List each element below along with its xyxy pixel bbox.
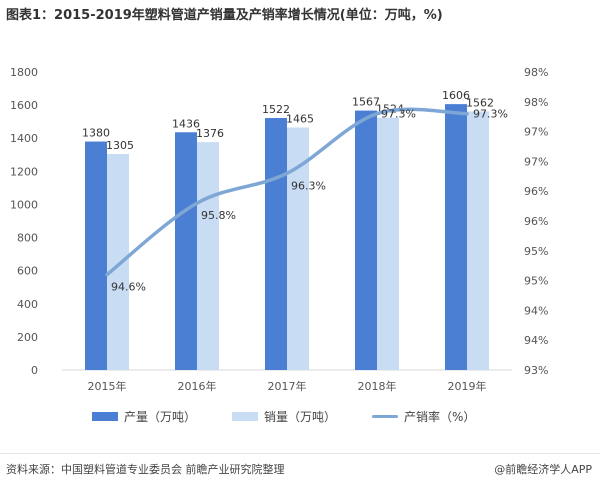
- y-left-tick-label: 800: [17, 232, 38, 245]
- bar-sales: [377, 117, 399, 371]
- x-tick-label: 2019年: [448, 379, 487, 393]
- x-tick-label: 2018年: [358, 379, 397, 393]
- y-right-tick-label: 93%: [524, 364, 548, 377]
- data-label-rate: 94.6%: [111, 281, 146, 294]
- y-left-tick-label: 1600: [10, 99, 38, 112]
- bar-production: [265, 118, 287, 370]
- y-left-tick-label: 1200: [10, 165, 38, 178]
- legend-item-rate: 产销率（%）: [372, 408, 475, 425]
- x-tick-label: 2016年: [178, 379, 217, 393]
- y-left-tick-label: 1400: [10, 132, 38, 145]
- data-label-production: 1606: [442, 89, 470, 102]
- data-label-rate: 96.3%: [291, 179, 326, 192]
- y-right-tick-label: 97%: [524, 126, 548, 139]
- x-tick-label: 2017年: [268, 379, 307, 393]
- data-label-production: 1522: [262, 103, 290, 116]
- data-label-rate: 97.3%: [381, 108, 416, 121]
- y-left-tick-label: 1000: [10, 198, 38, 211]
- legend-swatch-rate: [372, 415, 398, 418]
- bar-production: [175, 132, 197, 370]
- y-right-tick-label: 96%: [524, 185, 548, 198]
- y-left-tick-label: 200: [17, 331, 38, 344]
- bar-sales: [467, 111, 489, 370]
- y-right-tick-label: 97%: [524, 155, 548, 168]
- data-label-production: 1380: [82, 127, 110, 140]
- data-label-rate: 97.3%: [473, 108, 508, 121]
- chart-title: 图表1：2015-2019年塑料管道产销量及产销率增长情况(单位：万吨，%): [6, 8, 443, 23]
- y-right-tick-label: 95%: [524, 275, 548, 288]
- y-right-tick-label: 96%: [524, 215, 548, 228]
- legend-swatch-production: [92, 412, 118, 421]
- legend-item-production: 产量（万吨）: [92, 408, 196, 425]
- y-left-tick-label: 600: [17, 265, 38, 278]
- chart: 0 200 400 600 800 1000 1200 1400 1600 1800 93% 94% 9…: [10, 66, 548, 393]
- bar-sales: [197, 142, 219, 370]
- y-left-tick-label: 1800: [10, 66, 38, 79]
- data-label-sales: 1305: [106, 139, 134, 152]
- y-left-tick-label: 0: [31, 364, 38, 377]
- legend: 产量（万吨） 销量（万吨） 产销率（%）: [92, 408, 512, 426]
- bar-sales: [107, 153, 129, 370]
- y-right-tick-label: 94%: [524, 334, 548, 347]
- y-right-tick-label: 98%: [524, 96, 548, 109]
- data-label-production: 1436: [172, 117, 200, 130]
- brand-credit: @前瞻经济学人APP: [494, 463, 592, 476]
- source-note: 资料来源：中国塑料管道专业委员会 前瞻产业研究院整理: [6, 463, 285, 476]
- data-label-production: 1567: [352, 96, 380, 109]
- bar-production: [85, 141, 107, 370]
- bar-production: [355, 110, 377, 370]
- bar-sales: [287, 127, 309, 370]
- bar-production: [445, 104, 467, 371]
- line-rate: [105, 107, 469, 277]
- legend-label-rate: 产销率（%）: [404, 410, 476, 424]
- legend-label-production: 产量（万吨）: [124, 410, 197, 424]
- y-right-tick-label: 95%: [524, 245, 548, 258]
- y-right-tick-label: 98%: [524, 66, 548, 79]
- footer-divider: [0, 453, 600, 454]
- legend-item-sales: 销量（万吨）: [232, 408, 336, 425]
- legend-label-sales: 销量（万吨）: [264, 410, 337, 424]
- legend-swatch-sales: [232, 412, 258, 421]
- data-label-sales: 1376: [196, 127, 224, 140]
- data-label-rate: 95.8%: [201, 209, 236, 222]
- x-tick-label: 2015年: [88, 379, 127, 393]
- data-label-sales: 1465: [286, 112, 314, 125]
- y-right-tick-label: 94%: [524, 304, 548, 317]
- y-left-tick-label: 400: [17, 298, 38, 311]
- data-label-sales: 1562: [466, 96, 494, 109]
